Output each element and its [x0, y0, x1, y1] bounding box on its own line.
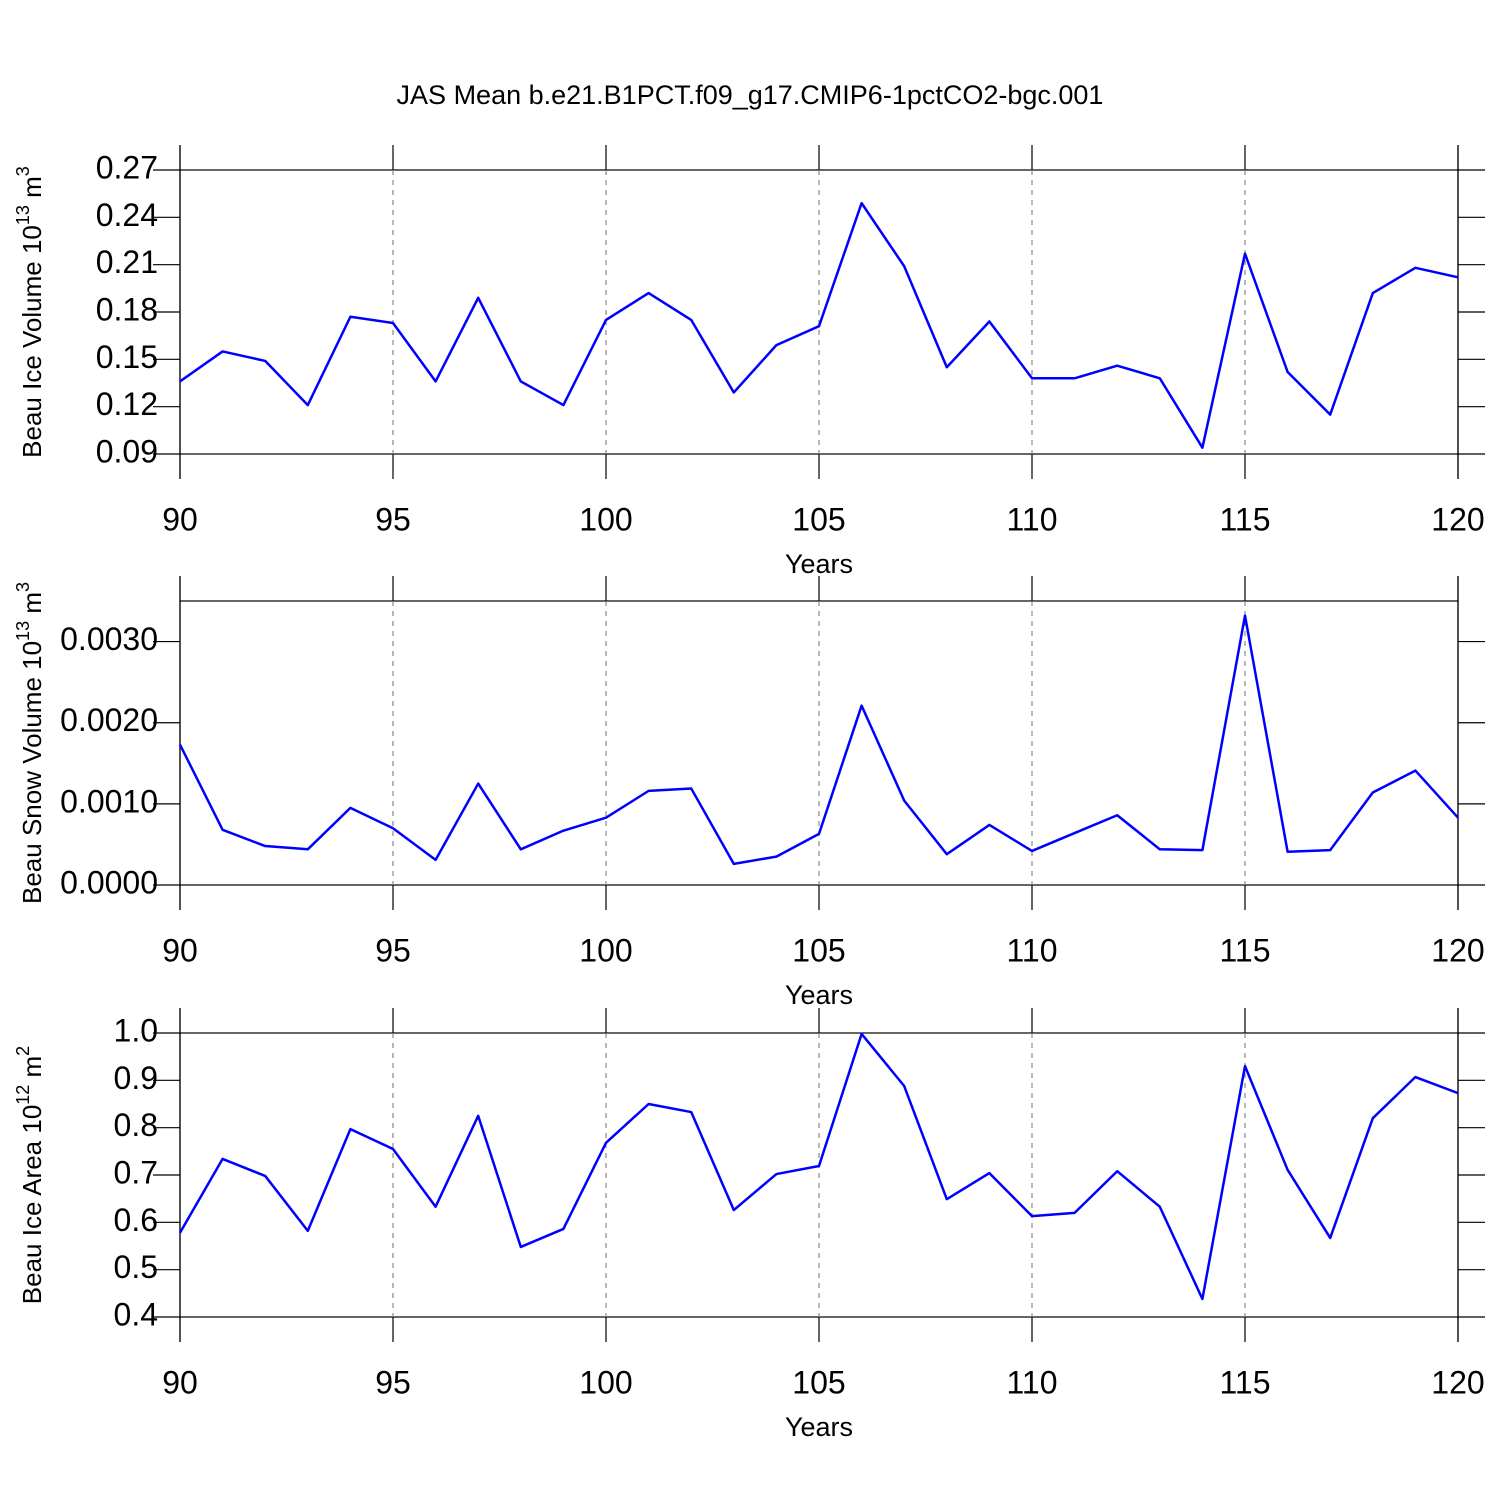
panel: 90 95 100 105 110 115 120 0.4 0.5 0.6 0.7 0.8 0.9 1.0… [13, 1008, 1485, 1442]
x-tick-label: 110 [1006, 932, 1057, 968]
x-tick-label: 120 [1431, 1364, 1484, 1400]
panel: 90 95 100 105 110 115 120 0.09 0.12 0.15 0.18 0.21 0… [13, 145, 1485, 579]
x-axis-label: Years [785, 1412, 853, 1442]
y-tick-label: 0.0030 [60, 621, 158, 657]
y-tick-label: 0.0000 [60, 864, 158, 900]
x-tick-label: 105 [792, 501, 845, 537]
y-tick-label: 0.09 [96, 433, 158, 469]
x-tick-label: 105 [792, 932, 845, 968]
data-line [178, 1032, 1459, 1301]
y-axis-label: Beau Ice Volume 1013 m3 [13, 166, 47, 458]
y-tick-label: 1.0 [114, 1012, 158, 1048]
y-axis-label-part: Beau Snow Volume 10 [17, 641, 47, 904]
y-axis-label-part: m [17, 1056, 47, 1085]
y-tick-label: 0.15 [96, 339, 158, 375]
y-axis-label-part: Beau Ice Volume 10 [17, 225, 47, 458]
x-tick-label: 90 [162, 501, 198, 537]
y-tick-label: 0.5 [114, 1249, 158, 1285]
y-tick-label: 0.27 [96, 149, 158, 185]
x-axis-label: Years [785, 549, 853, 579]
y-tick-label: 0.7 [114, 1154, 158, 1190]
x-tick-label: 95 [375, 932, 411, 968]
y-axis-label-part: m [17, 176, 47, 205]
data-line [179, 201, 1459, 449]
y-axis-label-part: 12 [13, 1085, 33, 1105]
y-tick-label: 0.12 [96, 386, 158, 422]
y-axis-label-part: m [17, 592, 47, 621]
x-tick-label: 115 [1219, 1364, 1270, 1400]
y-tick-label: 0.9 [114, 1060, 158, 1096]
y-axis-label-part: 3 [13, 166, 33, 176]
x-tick-label: 100 [579, 932, 632, 968]
y-axis-label-part: 13 [13, 621, 33, 641]
y-axis-label-part: 2 [13, 1046, 33, 1056]
x-tick-label: 120 [1431, 932, 1484, 968]
x-tick-label: 110 [1006, 1364, 1057, 1400]
x-axis-label: Years [785, 980, 853, 1010]
y-axis-label-part: 3 [13, 582, 33, 592]
x-tick-label: 95 [375, 1364, 411, 1400]
x-tick-label: 120 [1431, 501, 1484, 537]
x-tick-label: 115 [1219, 501, 1270, 537]
figure-title: JAS Mean b.e21.B1PCT.f09_g17.CMIP6-1pctC… [397, 80, 1104, 110]
x-tick-label: 110 [1006, 501, 1057, 537]
x-tick-label: 100 [579, 501, 632, 537]
x-tick-label: 115 [1219, 932, 1270, 968]
y-tick-label: 0.8 [114, 1107, 158, 1143]
panel: 90 95 100 105 110 115 120 0.0000 0.0010 0.0020 0.0… [13, 576, 1485, 1010]
x-tick-label: 100 [579, 1364, 632, 1400]
y-tick-label: 0.18 [96, 291, 158, 327]
data-line [178, 614, 1459, 866]
y-tick-label: 0.0020 [60, 702, 158, 738]
y-axis-label: Beau Ice Area 1012 m2 [13, 1046, 47, 1304]
y-tick-label: 0.24 [96, 197, 158, 233]
y-axis-label: Beau Snow Volume 1013 m3 [13, 582, 47, 904]
y-tick-label: 0.21 [96, 244, 158, 280]
y-axis-label-part: Beau Ice Area 10 [17, 1105, 47, 1304]
y-tick-label: 0.4 [114, 1296, 158, 1332]
x-tick-label: 90 [162, 1364, 198, 1400]
y-tick-label: 0.0010 [60, 783, 158, 819]
x-tick-label: 95 [375, 501, 411, 537]
y-axis-label-part: 13 [13, 205, 33, 225]
x-tick-label: 90 [162, 932, 198, 968]
y-tick-label: 0.6 [114, 1202, 158, 1238]
x-tick-label: 105 [792, 1364, 845, 1400]
